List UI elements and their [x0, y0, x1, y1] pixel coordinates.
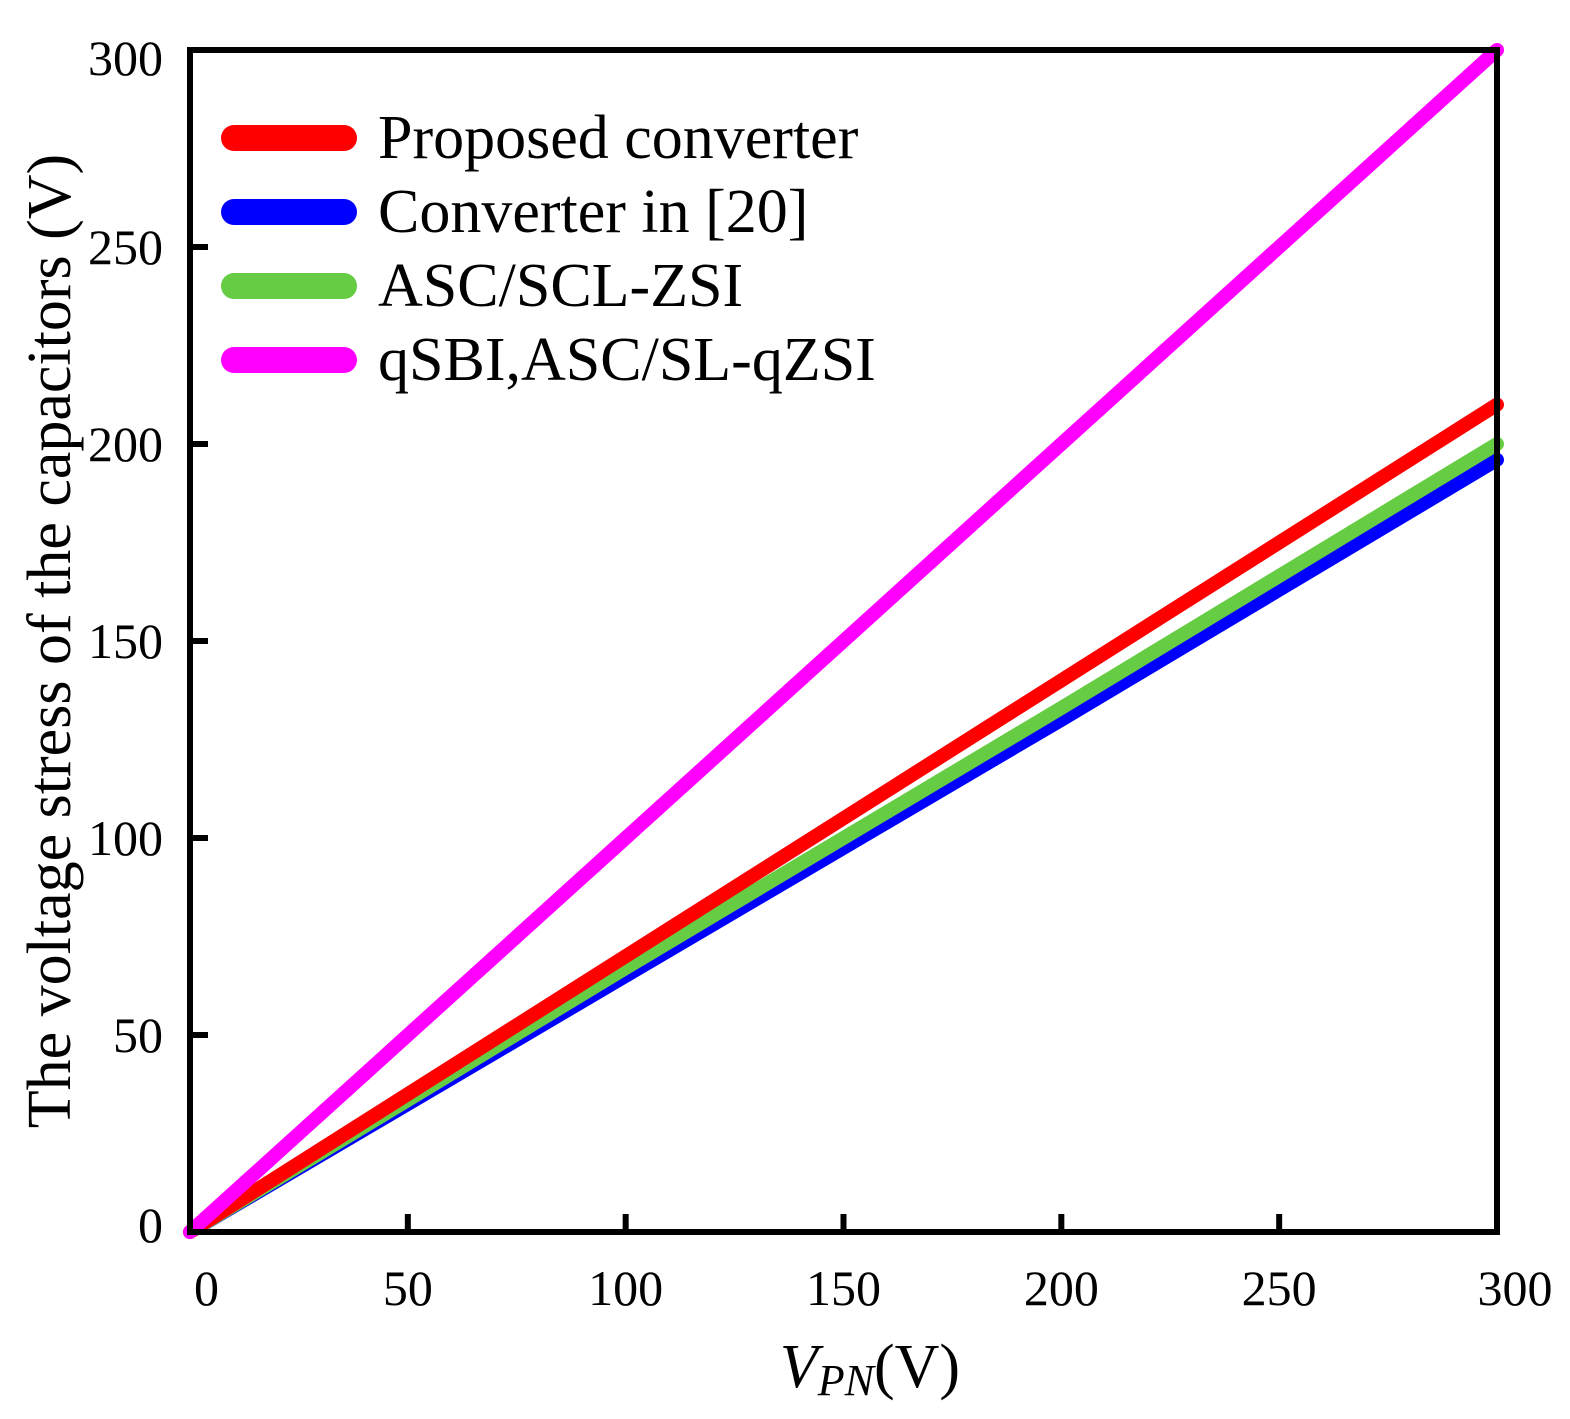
tick-layer: 0 50 100 150 200 250 300 0 50 100 150 200 250 300: [88, 30, 1553, 1316]
x-axis-title-subscript: PN: [817, 1356, 877, 1405]
x-tick-label-3: 150: [806, 1260, 881, 1316]
y-tick-label-2: 100: [88, 810, 163, 866]
x-tick-label-6: 300: [1478, 1260, 1553, 1316]
series-layer: [183, 43, 1504, 1239]
series-line-3: [183, 43, 1504, 1239]
legend-label-2: ASC/SCL-ZSI: [378, 252, 743, 320]
y-tick-label-5: 250: [88, 219, 163, 275]
x-tick-label-4: 200: [1024, 1260, 1099, 1316]
y-tick-label-0: 0: [138, 1197, 163, 1253]
x-axis-title-symbol: V: [780, 1333, 824, 1401]
x-tick-label-0: 0: [194, 1260, 219, 1316]
x-axis-title-unit: (V): [874, 1333, 960, 1401]
x-tick-label-5: 250: [1242, 1260, 1317, 1316]
y-tick-label-4: 200: [88, 416, 163, 472]
y-tick-label-1: 50: [113, 1007, 163, 1063]
legend-label-0: Proposed converter: [378, 104, 859, 172]
legend-label-1: Converter in [20]: [378, 178, 808, 246]
x-tick-label-2: 100: [588, 1260, 663, 1316]
y-tick-label-6: 300: [88, 30, 163, 86]
x-axis-title: VPN(V): [780, 1333, 960, 1405]
legend-label-3: qSBI,ASC/SL-qZSI: [378, 326, 876, 394]
x-tick-label-1: 50: [383, 1260, 433, 1316]
series-line-0: [183, 397, 1504, 1239]
y-tick-label-3: 150: [88, 613, 163, 669]
y-axis-title: The voltage stress of the capacitors (V): [16, 154, 84, 1128]
